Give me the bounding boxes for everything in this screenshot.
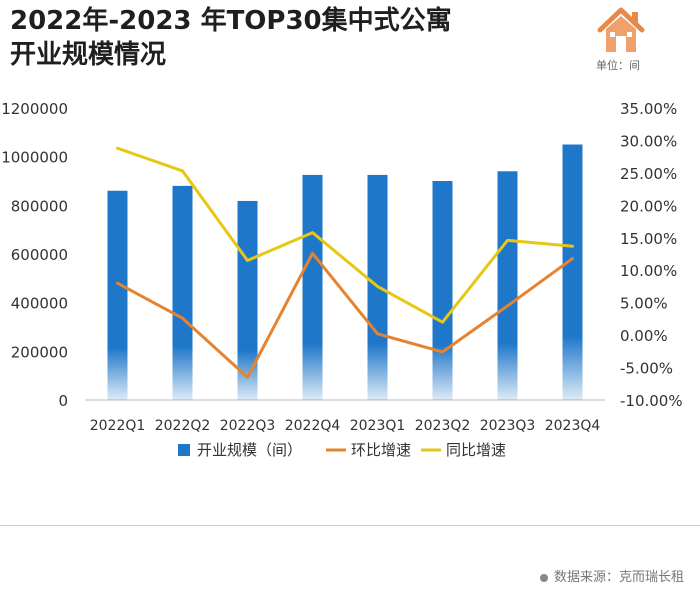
y-left-tick-label: 200000 (11, 343, 68, 361)
y-right-tick-label: -5.00% (620, 360, 673, 378)
x-tick-label: 2023Q3 (480, 418, 536, 434)
y-left-tick-label: 0 (58, 392, 68, 410)
x-tick-label: 2023Q2 (415, 418, 471, 434)
house-icon (597, 7, 645, 52)
y-left-tick-label: 800000 (11, 197, 68, 215)
source-note: 数据来源：克而瑞长租 (539, 566, 684, 585)
bar (107, 190, 128, 400)
chart-title: 2022年-2023 年TOP30集中式公寓 开业规模情况 (10, 4, 570, 72)
bar (432, 181, 453, 400)
yoy-series-line (116, 146, 574, 324)
bar (172, 185, 193, 400)
qoq-series-line (116, 251, 574, 379)
y-right-tick-label: 35.00% (620, 100, 677, 118)
y-right-tick-label: 5.00% (620, 295, 668, 313)
divider (0, 525, 700, 526)
legend-bar-label: 开业规模（间） (197, 441, 302, 459)
y-right-tick-label: 20.00% (620, 197, 677, 215)
y-right-tick-label: 0.00% (620, 327, 668, 345)
bar (562, 144, 583, 400)
bullet-icon (539, 573, 548, 582)
legend-yoy-label: 同比增速 (446, 441, 506, 459)
y-right-tick-label: 25.00% (620, 165, 677, 183)
source-text: 数据来源：克而瑞长租 (553, 570, 684, 585)
legend-bar-swatch (178, 444, 190, 456)
y-left-tick-label: 600000 (11, 246, 68, 264)
legend-qoq-label: 环比增速 (351, 441, 411, 459)
x-tick-label: 2023Q4 (545, 418, 601, 434)
y-right-tick-label: 10.00% (620, 262, 677, 280)
x-tick-label: 2023Q1 (350, 418, 406, 434)
y-left-tick-label: 400000 (11, 295, 68, 313)
bar (302, 174, 323, 400)
y-right-tick-label: 15.00% (620, 230, 677, 248)
y-left-tick-label: 1200000 (1, 100, 68, 118)
x-tick-label: 2022Q3 (220, 418, 276, 434)
unit-label: 单位：间 (596, 59, 640, 72)
bar (497, 171, 518, 400)
title-line-2: 开业规模情况 (10, 40, 167, 70)
x-tick-label: 2022Q4 (285, 418, 341, 434)
y-right-tick-label: 30.00% (620, 132, 677, 150)
x-tick-label: 2022Q1 (90, 418, 146, 434)
y-right-tick-label: -10.00% (620, 392, 683, 410)
y-left-tick-label: 1000000 (1, 149, 68, 167)
bar (237, 200, 258, 400)
x-tick-label: 2022Q2 (155, 418, 211, 434)
title-line-1: 2022年-2023 年TOP30集中式公寓 (10, 6, 452, 36)
combo-chart: 0 200000 400000 600000 800000 1000000 1200000 -… (1, 100, 683, 459)
